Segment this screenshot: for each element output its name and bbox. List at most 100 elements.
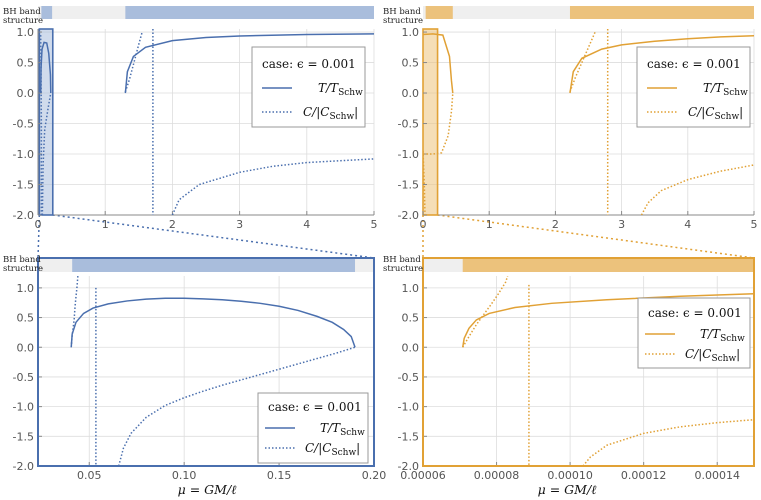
- series-temperature-line: [124, 33, 374, 94]
- series-heat-capacity-line: [423, 150, 426, 215]
- legend-c-label: C/|C: [305, 441, 331, 455]
- x-tick-label: 1: [102, 218, 109, 231]
- legend-c-close: |: [354, 105, 358, 119]
- x-tick-label: 2: [552, 218, 559, 231]
- y-tick-label: -1.5: [13, 179, 34, 192]
- plot-area: 0 1 2 3 4 5 1.0 0.5 0.0 -0.5 -1.0 -1.5 -2.0: [398, 6, 758, 231]
- band-label-line2: structure: [383, 16, 423, 26]
- series-temperature-line: [39, 41, 52, 94]
- y-tick-label: 0.0: [17, 341, 35, 354]
- x-tick-label: 5: [751, 218, 758, 231]
- legend-c-close: |: [739, 105, 743, 119]
- x-tick-label: 0.00012: [621, 469, 667, 482]
- y-tick-label: 1.0: [402, 26, 420, 39]
- legend: case: ϵ = 0.001 T/TSchw C/|CSchw|: [251, 46, 366, 128]
- series-heat-capacity-line: [117, 346, 356, 466]
- band-segment: [41, 6, 53, 19]
- svg-text:T/TSchw: T/TSchw: [700, 327, 745, 344]
- legend-t-label: T/T: [700, 327, 721, 341]
- legend-case-value: ϵ = 0.001: [683, 306, 742, 320]
- legend-c-sub: Schw: [329, 112, 354, 122]
- band-label-line2: structure: [383, 264, 423, 274]
- series-heat-capacity-line: [423, 92, 454, 155]
- x-tick-label: 4: [684, 218, 691, 231]
- y-tick-label: -1.0: [13, 148, 34, 161]
- band-label-line1: BH band: [3, 7, 41, 17]
- series-heat-capacity-line: [41, 92, 52, 215]
- panel-bottom-left: 0.05 0.10 0.15 0.20 1.0 0.5 0.0 -0.5 -1.0 -1.5 -2.…: [3, 255, 386, 497]
- x-tick-label: 5: [371, 218, 378, 231]
- zoom-connector-line: [52, 214, 375, 259]
- y-tick-label: -0.5: [398, 118, 419, 131]
- series-group: [423, 29, 754, 215]
- legend-t-label: T/T: [320, 421, 341, 435]
- x-tick-label: 0.00010: [547, 469, 593, 482]
- legend-c-label: C/|C: [685, 347, 711, 361]
- zoom-region: [422, 28, 439, 216]
- legend-t-label: T/T: [703, 81, 724, 95]
- x-tick-label: 0.00014: [694, 469, 740, 482]
- series-temperature-line: [70, 297, 356, 348]
- svg-text:T/TSchw: T/TSchw: [703, 81, 748, 98]
- svg-text:case: ϵ = 0.001: case: ϵ = 0.001: [647, 57, 741, 71]
- x-tick-label: 0.15: [267, 469, 292, 482]
- legend-case-label: case:: [647, 57, 678, 71]
- x-tick-label: 0.05: [77, 469, 102, 482]
- legend-case-value: ϵ = 0.001: [303, 400, 362, 414]
- y-tick-label: 1.0: [17, 26, 35, 39]
- legend-c-sub: Schw: [714, 112, 739, 122]
- svg-text:C/|CSchw|: C/|CSchw|: [688, 105, 743, 122]
- plot-area: 0 1 2 3 4 5 1.0 0.5 0.0 -0.5 -1.0 -1.5 -2.0: [13, 6, 378, 231]
- legend-t-sub: Schw: [720, 334, 745, 344]
- svg-text:C/|CSchw|: C/|CSchw|: [303, 105, 358, 122]
- x-axis-label: μ = GM/ℓ: [538, 482, 597, 497]
- y-tick-label: 0.0: [402, 87, 420, 100]
- band-structure-label: BH band structure: [3, 7, 43, 26]
- band-label-line1: BH band: [383, 255, 421, 265]
- y-tick-label: -2.0: [13, 460, 34, 473]
- series-heat-capacity-line: [39, 35, 43, 215]
- y-tick-label: -1.0: [398, 401, 419, 414]
- x-tick-label: 1: [486, 218, 493, 231]
- plot-area: 0.00006 0.00008 0.00010 0.00012 0.00014 1.0 0.…: [398, 257, 755, 482]
- series-heat-capacity-line: [582, 418, 754, 466]
- legend: case: ϵ = 0.001 T/TSchw C/|CSchw|: [257, 392, 369, 464]
- legend-t-sub: Schw: [340, 428, 365, 438]
- band-label-line1: BH band: [3, 255, 41, 265]
- y-tick-label: -1.0: [13, 401, 34, 414]
- legend: case: ϵ = 0.001 T/TSchw C/|CSchw|: [636, 46, 751, 128]
- y-tick-label: 0.5: [17, 312, 35, 325]
- svg-text:case: ϵ = 0.001: case: ϵ = 0.001: [262, 57, 356, 71]
- band-label-line1: BH band: [383, 7, 421, 17]
- svg-text:case: ϵ = 0.001: case: ϵ = 0.001: [268, 400, 362, 414]
- x-tick-label: 0.20: [362, 469, 387, 482]
- panel-bottom-right: 0.00006 0.00008 0.00010 0.00012 0.00014 1.0 0.…: [383, 255, 755, 497]
- band-structure-label: BH band structure: [383, 255, 423, 274]
- band-segment: [462, 258, 754, 272]
- band-label-line2: structure: [3, 264, 43, 274]
- y-tick-label: -2.0: [398, 209, 419, 222]
- x-tick-label: 4: [303, 218, 310, 231]
- legend-case-value: ϵ = 0.001: [682, 57, 741, 71]
- y-tick-label: -2.0: [398, 460, 419, 473]
- x-tick-label: 3: [236, 218, 243, 231]
- x-tick-label: 0.10: [172, 469, 197, 482]
- y-tick-label: 0.5: [17, 57, 35, 70]
- x-tick-label: 3: [618, 218, 625, 231]
- legend: case: ϵ = 0.001 T/TSchw C/|CSchw|: [637, 297, 751, 369]
- y-tick-label: -0.5: [398, 371, 419, 384]
- legend-c-close: |: [736, 347, 740, 361]
- y-tick-label: 0.5: [402, 57, 420, 70]
- y-tick-label: 1.0: [402, 282, 420, 295]
- series-group: [70, 276, 356, 466]
- zoom-frame: [37, 257, 375, 467]
- svg-text:C/|CSchw|: C/|CSchw|: [305, 441, 360, 458]
- svg-text:T/TSchw: T/TSchw: [318, 81, 363, 98]
- legend-c-close: |: [356, 441, 360, 455]
- x-tick-label: 2: [169, 218, 176, 231]
- y-tick-label: -1.5: [398, 179, 419, 192]
- band-label-line2: structure: [3, 16, 43, 26]
- band-structure-label: BH band structure: [3, 255, 43, 274]
- zoom-connector-line: [37, 214, 41, 259]
